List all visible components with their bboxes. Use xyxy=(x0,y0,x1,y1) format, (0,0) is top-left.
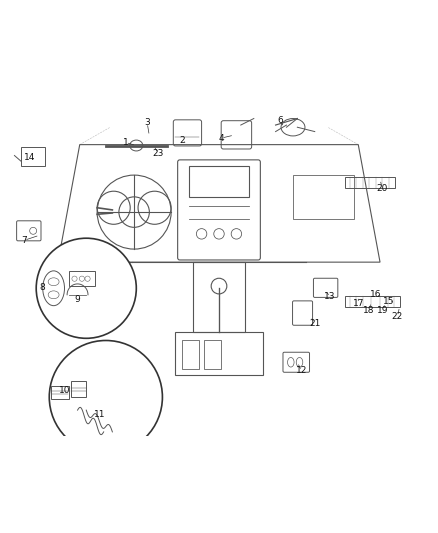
Bar xyxy=(51,386,69,399)
Bar xyxy=(345,177,395,188)
Bar xyxy=(71,381,86,397)
Text: 17: 17 xyxy=(353,299,364,308)
Text: 11: 11 xyxy=(94,410,105,419)
Text: 12: 12 xyxy=(296,367,307,375)
Bar xyxy=(69,271,95,286)
Text: 2: 2 xyxy=(179,136,185,145)
Bar xyxy=(188,166,250,197)
Text: 6: 6 xyxy=(277,116,283,125)
Bar xyxy=(204,341,221,369)
Text: 18: 18 xyxy=(364,305,375,314)
Text: 9: 9 xyxy=(74,295,81,304)
Text: 3: 3 xyxy=(144,118,150,127)
Text: 14: 14 xyxy=(24,153,35,162)
Text: 15: 15 xyxy=(383,297,395,306)
Circle shape xyxy=(36,238,136,338)
Text: 4: 4 xyxy=(219,134,224,143)
Text: 13: 13 xyxy=(324,293,336,302)
Text: 19: 19 xyxy=(376,305,388,314)
Text: 7: 7 xyxy=(21,236,27,245)
Text: 22: 22 xyxy=(392,312,403,321)
Circle shape xyxy=(49,341,162,454)
Bar xyxy=(21,147,45,166)
Text: 10: 10 xyxy=(59,386,70,395)
Bar xyxy=(176,332,262,375)
Text: 16: 16 xyxy=(370,290,381,300)
Text: 20: 20 xyxy=(377,184,388,192)
Bar xyxy=(345,296,399,306)
Bar xyxy=(293,175,354,219)
Text: 23: 23 xyxy=(152,149,164,158)
Text: 8: 8 xyxy=(40,283,46,292)
Bar xyxy=(193,262,245,332)
Text: 1: 1 xyxy=(123,138,128,147)
Bar xyxy=(182,341,199,369)
Text: 21: 21 xyxy=(309,319,321,328)
